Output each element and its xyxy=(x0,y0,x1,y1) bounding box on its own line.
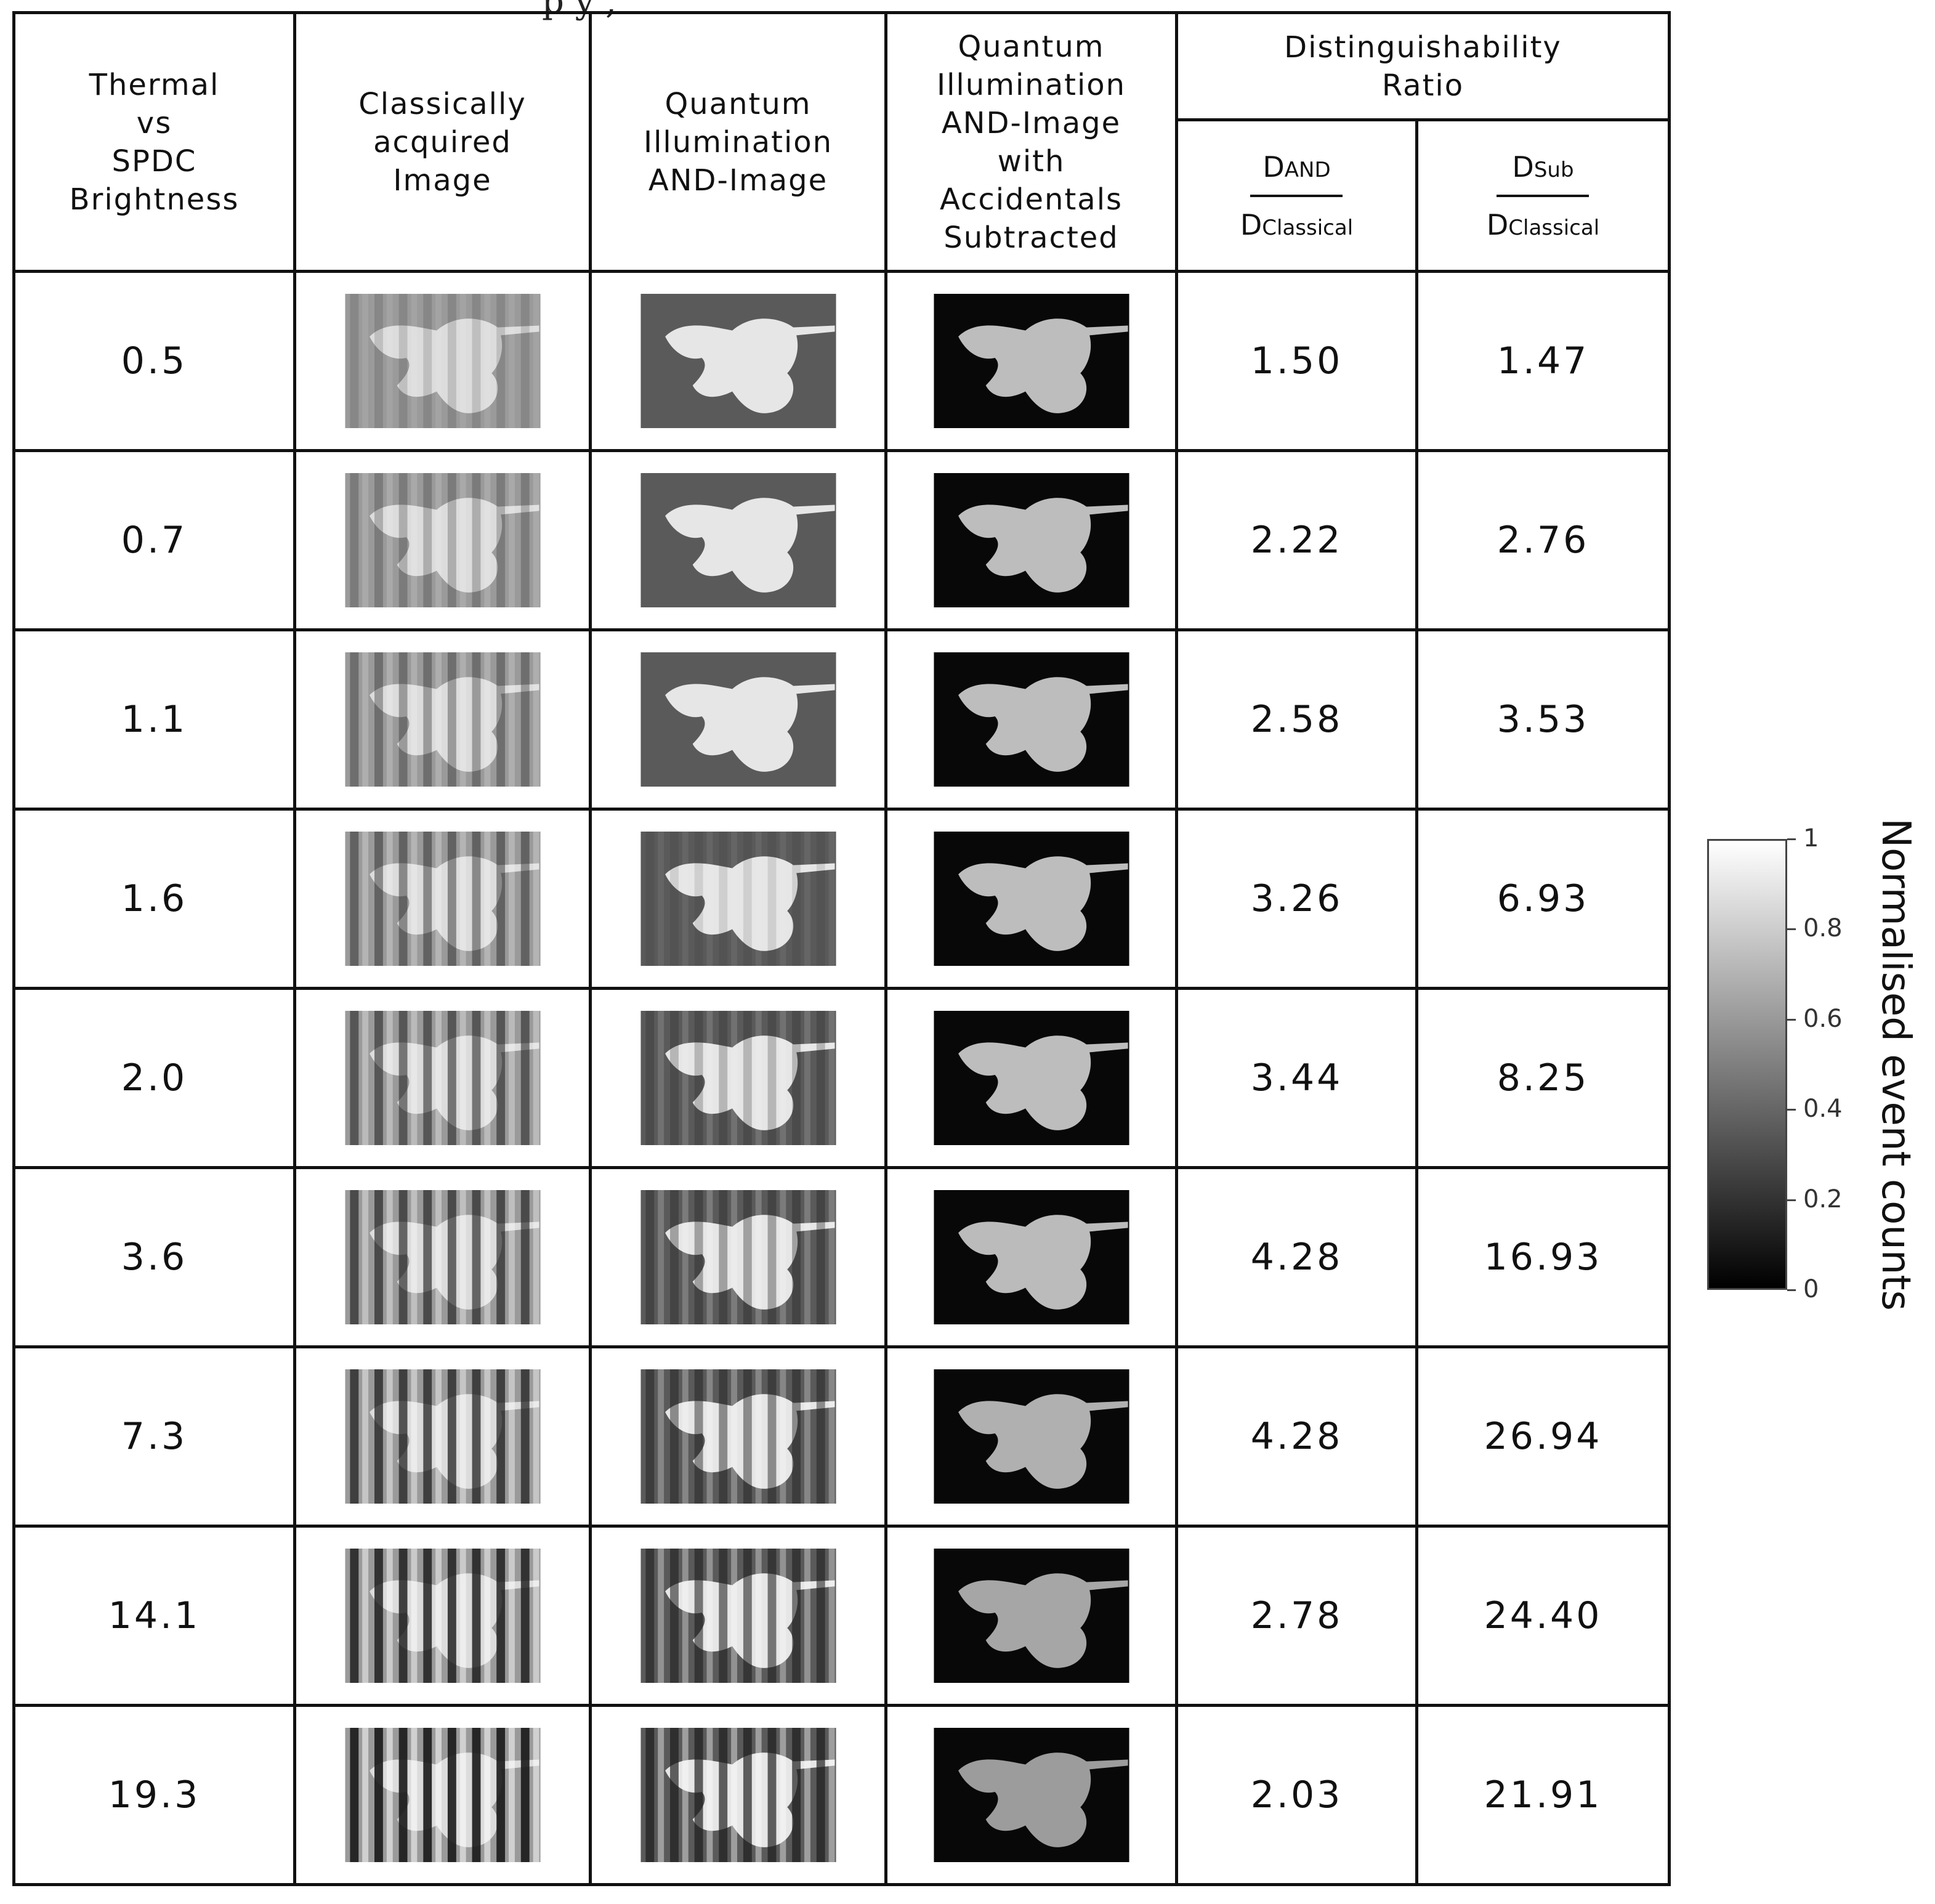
ratio-sub-value: 26.94 xyxy=(1415,1345,1671,1528)
quantum-subtracted-image xyxy=(933,1728,1129,1862)
quantum-subtracted-image xyxy=(933,473,1129,607)
header-ratio-and: DAND DClassical xyxy=(1175,118,1418,273)
brightness-value: 2.0 xyxy=(12,987,296,1169)
colorbar-tick xyxy=(1787,838,1796,840)
ratio-and-value: 4.28 xyxy=(1175,1166,1418,1348)
ratio-sub-value: 1.47 xyxy=(1415,270,1671,452)
ratio-and-value: 2.03 xyxy=(1175,1704,1418,1886)
classical-image xyxy=(344,473,541,607)
colorbar-tick xyxy=(1787,1018,1796,1021)
quantum-and-image xyxy=(640,473,836,607)
ratio-and-value: 4.28 xyxy=(1175,1345,1418,1528)
ratio-sub-value: 6.93 xyxy=(1415,808,1671,990)
quantum-subtracted-image xyxy=(933,294,1129,428)
brightness-value: 7.3 xyxy=(12,1345,296,1528)
brightness-value: 3.6 xyxy=(12,1166,296,1348)
classical-image xyxy=(344,294,541,428)
table-row: 0.5 1.50 1.47 xyxy=(12,270,1671,452)
ratio-and-value: 1.50 xyxy=(1175,270,1418,452)
results-table: Thermal vs SPDC Brightness Classically acqu… xyxy=(12,11,1671,1886)
classical-image xyxy=(344,1369,541,1504)
quantum-subtracted-image xyxy=(933,1190,1129,1324)
quantum-subtracted-image xyxy=(933,1369,1129,1504)
colorbar-tick-label: 1 xyxy=(1803,824,1819,853)
ratio-sub-value: 16.93 xyxy=(1415,1166,1671,1348)
classical-image xyxy=(344,652,541,787)
quantum-and-image xyxy=(640,1011,836,1145)
quantum-subtracted-image xyxy=(933,1549,1129,1683)
classical-image xyxy=(344,1728,541,1862)
brightness-value: 14.1 xyxy=(12,1525,296,1707)
ratio-and-value: 3.26 xyxy=(1175,808,1418,990)
brightness-value: 0.7 xyxy=(12,449,296,631)
ratio-sub-value: 8.25 xyxy=(1415,987,1671,1169)
table-row: 1.1 2.58 3.53 xyxy=(12,628,1671,811)
ratio-sub-value: 24.40 xyxy=(1415,1525,1671,1707)
ratio-sub-value: 2.76 xyxy=(1415,449,1671,631)
ratio-and-value: 2.78 xyxy=(1175,1525,1418,1707)
colorbar-tick-label: 0.6 xyxy=(1803,1004,1843,1033)
quantum-and-image xyxy=(640,1549,836,1683)
colorbar-tick-label: 0.4 xyxy=(1803,1095,1843,1124)
quantum-and-image xyxy=(640,652,836,787)
colorbar xyxy=(1707,839,1787,1290)
table-row: 1.6 3.26 6.93 xyxy=(12,808,1671,990)
header-classical-image: Classically acquired Image xyxy=(293,11,592,273)
colorbar-tick xyxy=(1787,1199,1796,1201)
brightness-value: 19.3 xyxy=(12,1704,296,1886)
quantum-and-image xyxy=(640,294,836,428)
classical-image xyxy=(344,832,541,966)
brightness-value: 0.5 xyxy=(12,270,296,452)
colorbar-tick-label: 0.2 xyxy=(1803,1185,1843,1213)
quantum-subtracted-image xyxy=(933,1011,1129,1145)
header-quantum-subtracted: Quantum Illumination AND-Image with Accide… xyxy=(884,11,1178,273)
colorbar-title: Normalised event counts xyxy=(1873,818,1918,1311)
ratio-sub-value: 21.91 xyxy=(1415,1704,1671,1886)
table-row: 0.7 2.22 2.76 xyxy=(12,449,1671,631)
colorbar-tick xyxy=(1787,1289,1796,1291)
table-row: 2.0 3.44 8.25 xyxy=(12,987,1671,1169)
quantum-and-image xyxy=(640,832,836,966)
quantum-and-image xyxy=(640,1190,836,1324)
quantum-and-image xyxy=(640,1369,836,1504)
colorbar-tick-label: 0 xyxy=(1803,1275,1819,1303)
table-row: 19.3 2.03 21.91 xyxy=(12,1704,1671,1886)
colorbar-tick-label: 0.8 xyxy=(1803,914,1843,943)
table-row: 7.3 4.28 26.94 xyxy=(12,1345,1671,1528)
classical-image xyxy=(344,1549,541,1683)
header-quantum-and-image: Quantum Illumination AND-Image xyxy=(589,11,887,273)
brightness-value: 1.1 xyxy=(12,628,296,811)
header-distinguishability-ratio: Distinguishability Ratio xyxy=(1175,11,1671,121)
quantum-subtracted-image xyxy=(933,832,1129,966)
quantum-subtracted-image xyxy=(933,652,1129,787)
brightness-value: 1.6 xyxy=(12,808,296,990)
ratio-sub-value: 3.53 xyxy=(1415,628,1671,811)
ratio-and-value: 2.58 xyxy=(1175,628,1418,811)
colorbar-tick xyxy=(1787,928,1796,931)
classical-image xyxy=(344,1190,541,1324)
classical-image xyxy=(344,1011,541,1145)
ratio-and-value: 3.44 xyxy=(1175,987,1418,1169)
colorbar-tick xyxy=(1787,1109,1796,1111)
quantum-and-image xyxy=(640,1728,836,1862)
ratio-and-value: 2.22 xyxy=(1175,449,1418,631)
table-row: 3.6 4.28 16.93 xyxy=(12,1166,1671,1348)
header-brightness: Thermal vs SPDC Brightness xyxy=(12,11,296,273)
header-ratio-sub: DSub DClassical xyxy=(1415,118,1671,273)
table-row: 14.1 2.78 24.40 xyxy=(12,1525,1671,1707)
